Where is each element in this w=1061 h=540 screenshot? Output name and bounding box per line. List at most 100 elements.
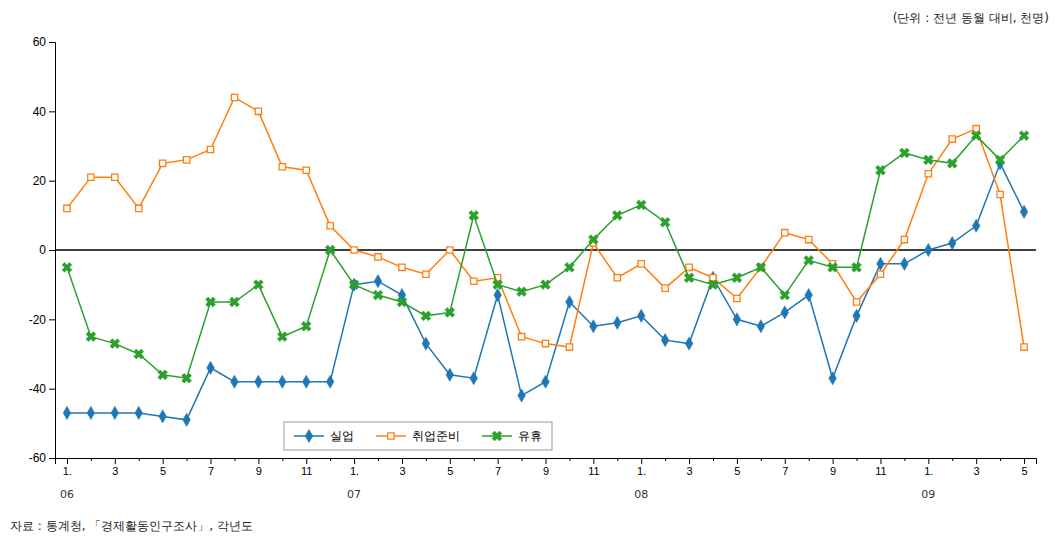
point [112,174,118,180]
x-tick-label: 7 [495,465,501,477]
x-tick-mark [689,458,690,464]
y-tick: 20 [33,174,55,188]
legend-marker [490,429,505,444]
x-tick [617,458,618,461]
x-tick-mark [928,458,929,464]
x-tick [761,458,762,461]
point [323,243,338,258]
point [614,275,620,281]
point [538,277,553,292]
x-tick-mark [976,458,977,464]
x-tick-mark [1024,458,1025,464]
point [849,260,864,275]
x-tick [282,458,283,461]
point [255,375,263,388]
point [586,232,601,247]
point [897,146,912,161]
y-tick: -60 [29,451,55,465]
x-tick-label: 1. [637,465,646,477]
x-tick-label: 1. [350,465,359,477]
x-tick: 7 [782,458,788,477]
point [877,271,883,277]
x-tick [378,458,379,461]
x-tick [426,458,427,461]
x-tick-label: 9 [256,465,262,477]
point [777,288,792,303]
x-tick-label: 5 [447,465,453,477]
annotation: 09 [921,488,935,501]
legend-item: 실업 [294,429,354,443]
x-tick: 9 [256,458,262,477]
x-tick: 9 [830,458,836,477]
point [275,329,290,344]
data-area [55,94,1036,426]
x-tick-mark [737,458,738,464]
x-tick-mark [450,458,451,464]
x-tick-mark [354,458,355,464]
point [395,295,410,310]
point [590,320,598,333]
x-tick-label: 1. [63,465,72,477]
point [853,299,859,305]
point [279,375,287,388]
x-tick-mark [713,458,714,461]
x-tick: 1. [63,458,72,477]
point [351,247,357,253]
x-tick-mark [857,458,858,461]
x-tick-mark [665,458,666,461]
y-tick-mark [49,111,55,112]
x-tick-label: 5 [1021,465,1027,477]
x-tick-mark [163,458,164,464]
point [921,153,936,168]
point [901,236,907,242]
x-tick-mark [187,458,188,461]
x-tick-label: 5 [160,465,166,477]
x-tick: 7 [495,458,501,477]
legend-marker [305,429,313,442]
y-tick-mark [49,458,55,459]
point [685,337,693,350]
point [466,208,481,223]
point [925,171,931,177]
point [64,205,70,211]
y-tick-mark [49,42,55,43]
point [613,316,621,329]
x-tick [713,458,714,461]
x-tick-mark [139,458,140,461]
point [949,136,955,142]
point [422,337,430,350]
x-tick-mark [569,458,570,461]
chart: -60-40-2002040601.3579111.3579111.357911… [0,0,1061,540]
legend: 실업취업준비유휴 [284,422,552,450]
point [159,410,167,423]
x-tick-mark [880,458,881,464]
y-tick-mark [49,250,55,251]
point [706,277,721,292]
point [514,284,529,299]
point [658,215,673,230]
x-tick: 5 [160,458,166,477]
point [446,368,454,381]
y-tick: 60 [33,35,55,49]
point [781,306,789,319]
x-tick-label: 7 [208,465,214,477]
point [997,191,1003,197]
footnote: 자료 : 통계청, 「경제활동인구조사」, 각년도 [10,519,253,533]
point [251,277,266,292]
x-tick-mark [593,458,594,464]
x-tick: 9 [543,458,549,477]
series-line [67,163,1024,420]
x-tick: 11 [301,458,312,477]
point [179,371,194,386]
y-tick-label: -40 [29,382,47,396]
x-tick-label: 9 [830,465,836,477]
legend-item: 취업준비 [376,429,460,443]
y-tick-mark [49,389,55,390]
point [471,278,477,284]
x-tick-mark [809,458,810,461]
x-tick [1000,458,1001,461]
legend-box [284,422,552,450]
point [131,347,146,362]
point [542,375,550,388]
x-tick: 11 [588,458,599,477]
